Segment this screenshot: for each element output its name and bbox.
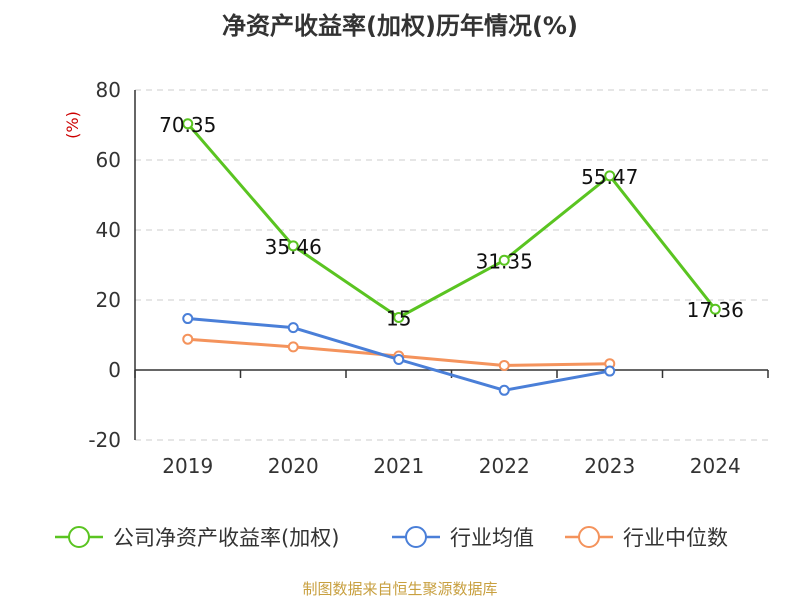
data-point xyxy=(287,341,299,353)
data-label: 70.35 xyxy=(159,113,216,137)
legend-label: 行业中位数 xyxy=(623,526,728,550)
data-point xyxy=(498,359,510,371)
data-point xyxy=(182,333,194,345)
data-label-layer: 70.35 35.46 15 31.35 55.47 17.36 xyxy=(159,113,744,331)
chart-title: 净资产收益率(加权)历年情况(%) xyxy=(222,12,578,40)
data-point xyxy=(287,240,299,252)
x-tick-label: 2021 xyxy=(373,454,424,478)
grid-layer xyxy=(135,89,768,441)
data-point xyxy=(393,312,405,323)
x-tick-label: 2020 xyxy=(268,454,319,478)
y-tick-label: 60 xyxy=(96,148,121,172)
data-label: 17.36 xyxy=(687,298,744,322)
data-point xyxy=(604,365,616,377)
data-point xyxy=(604,170,616,182)
legend-marker-icon xyxy=(68,526,90,548)
y-tick-label: 20 xyxy=(96,288,121,312)
source-note: 制图数据来自恒生聚源数据库 xyxy=(302,580,498,598)
legend: 公司净资产收益率(加权) 行业均值 行业中位数 xyxy=(55,526,728,550)
x-tick-label: 2023 xyxy=(584,454,635,478)
data-label: 55.47 xyxy=(581,165,638,189)
legend-label: 行业均值 xyxy=(450,526,534,550)
series-layer xyxy=(182,118,721,396)
data-point xyxy=(182,118,194,130)
data-point xyxy=(393,354,405,365)
data-label: 31.35 xyxy=(476,249,533,273)
data-label: 35.46 xyxy=(265,235,322,259)
data-point xyxy=(182,313,194,325)
legend-item: 行业中位数 xyxy=(565,526,728,550)
legend-item: 公司净资产收益率(加权) xyxy=(55,526,339,550)
data-label: 15 xyxy=(386,307,411,331)
y-axis-label: (%) xyxy=(63,111,82,139)
legend-label: 公司净资产收益率(加权) xyxy=(113,526,339,550)
x-tick-label: 2022 xyxy=(479,454,530,478)
axis-layer: 80 60 40 20 0 -20 2019 2020 2021 2022 2023 2024 xyxy=(88,78,769,478)
y-tick-label: 40 xyxy=(96,218,121,242)
data-point xyxy=(498,384,510,396)
data-point xyxy=(287,322,299,334)
data-point xyxy=(498,254,510,266)
x-tick-label: 2019 xyxy=(162,454,213,478)
legend-marker-icon xyxy=(578,526,600,548)
series-line xyxy=(186,122,717,319)
data-point xyxy=(709,303,721,315)
y-tick-label: -20 xyxy=(88,428,121,452)
y-tick-label: 0 xyxy=(108,358,121,382)
legend-marker-icon xyxy=(405,526,427,548)
x-tick-label: 2024 xyxy=(690,454,741,478)
y-tick-label: 80 xyxy=(96,78,121,102)
legend-item: 行业均值 xyxy=(392,526,534,550)
